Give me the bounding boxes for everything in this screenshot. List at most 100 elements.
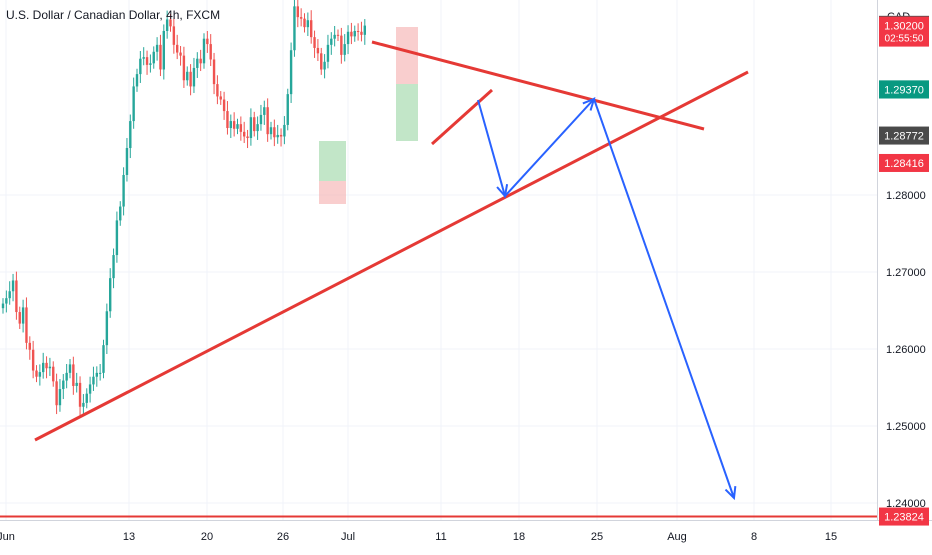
- x-tick-label: 25: [591, 531, 603, 543]
- candle-body: [299, 17, 303, 19]
- candle-body: [135, 74, 139, 87]
- candle-body: [273, 127, 276, 138]
- candle-body: [226, 111, 229, 129]
- candle-body: [276, 134, 279, 138]
- candle-body: [122, 174, 125, 207]
- highlight-box: [396, 84, 418, 141]
- price-label-bg: [879, 80, 929, 99]
- candle-body: [52, 366, 55, 382]
- x-tick-label: 11: [435, 531, 446, 543]
- candle-body: [75, 382, 78, 386]
- candle-body: [219, 96, 222, 100]
- price-label-bg: [879, 153, 929, 172]
- candle-body: [286, 94, 289, 125]
- candle-body: [256, 124, 259, 132]
- candle-body: [92, 376, 95, 385]
- candle-body: [82, 402, 85, 407]
- candle-body: [263, 107, 266, 115]
- candle-body: [253, 117, 256, 132]
- candle-body: [343, 44, 346, 55]
- candle-body: [28, 342, 31, 350]
- candle-body: [186, 71, 189, 81]
- candle-body: [340, 35, 343, 55]
- candle-body: [109, 278, 112, 312]
- candle-body: [165, 19, 169, 31]
- candle-body: [323, 61, 326, 70]
- x-tick-label: Aug: [667, 531, 687, 543]
- chart-title: U.S. Dollar / Canadian Dollar, 4h, FXCM: [6, 8, 221, 22]
- candle-body: [142, 57, 145, 59]
- candle-body: [206, 38, 209, 45]
- candle-body: [132, 86, 135, 122]
- candle-body: [182, 55, 186, 81]
- candle-body: [149, 63, 152, 65]
- x-tick-label: 8: [751, 531, 757, 543]
- x-tick-label: 18: [513, 531, 525, 543]
- candle-body: [232, 121, 236, 129]
- candle-body: [192, 67, 196, 87]
- candle-body: [95, 372, 98, 377]
- x-tick-label: 20: [201, 531, 213, 543]
- candle-body: [310, 20, 313, 38]
- candle-body: [15, 280, 18, 313]
- drawings: [0, 27, 877, 518]
- candle-body: [115, 220, 119, 256]
- candle-body: [139, 58, 142, 75]
- candle-body: [293, 6, 296, 51]
- countdown-label: 02:55:50: [885, 34, 924, 45]
- candle-body: [85, 393, 88, 403]
- candle-body: [155, 44, 159, 52]
- price-label: 1.28416: [884, 158, 924, 170]
- candle-body: [119, 206, 122, 221]
- candle-body: [21, 307, 25, 324]
- candle-body: [78, 382, 82, 407]
- x-tick-label: Jun: [0, 531, 15, 543]
- candle-body: [68, 364, 72, 373]
- grid-lines: [0, 0, 877, 520]
- candle-body: [199, 58, 202, 64]
- candle-body: [222, 99, 226, 112]
- candle-body: [236, 124, 239, 129]
- candle-body: [58, 389, 62, 406]
- candle-body: [145, 57, 149, 65]
- candle-body: [320, 53, 323, 70]
- candles: [1, 0, 366, 417]
- candle-body: [98, 372, 102, 374]
- y-tick-label: 1.24000: [886, 498, 926, 510]
- candle-body: [326, 44, 330, 62]
- candle-body: [31, 349, 35, 371]
- small-trendline: [430, 88, 494, 146]
- candle-body: [306, 20, 310, 28]
- candle-body: [189, 71, 192, 87]
- y-tick-label: 1.28000: [886, 190, 926, 202]
- candle-body: [229, 121, 232, 129]
- candle-body: [356, 30, 360, 32]
- candle-body: [269, 127, 273, 135]
- candle-body: [289, 50, 293, 95]
- candle-body: [11, 280, 15, 292]
- candle-body: [333, 34, 336, 39]
- price-label: 1.23824: [884, 512, 924, 524]
- candle-body: [102, 345, 105, 373]
- candle-body: [65, 372, 68, 381]
- price-axis: 1.280001.270001.260001.250001.24000CAD1.…: [0, 0, 932, 526]
- y-tick-label: 1.25000: [886, 421, 926, 433]
- ascending-trendline: [34, 70, 749, 442]
- candle-body: [18, 312, 21, 324]
- highlight-box: [319, 181, 346, 204]
- price-label: 1.28772: [884, 131, 924, 143]
- candle-body: [330, 38, 333, 45]
- price-label-bg: [879, 126, 929, 145]
- price-label-bg: [879, 16, 929, 47]
- candle-body: [216, 84, 219, 97]
- candle-body: [125, 148, 129, 175]
- price-label: 1.30200: [884, 21, 924, 33]
- candle-body: [353, 30, 356, 37]
- y-tick-label: 1.27000: [886, 267, 926, 279]
- x-tick-label: 26: [277, 531, 289, 543]
- candle-body: [105, 311, 109, 346]
- price-label: 1.29370: [884, 85, 924, 97]
- candle-body: [296, 6, 299, 18]
